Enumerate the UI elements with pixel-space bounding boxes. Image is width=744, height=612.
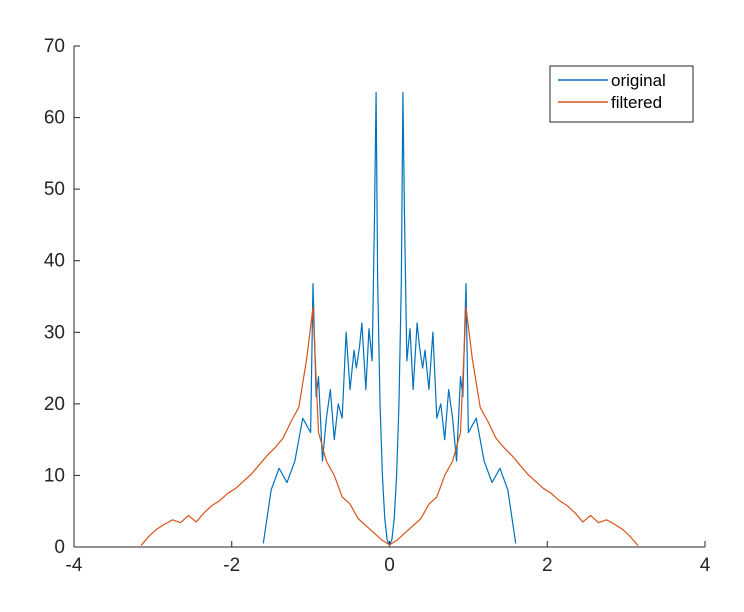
- legend-box: [549, 65, 694, 123]
- y-tick-label: 10: [44, 465, 65, 486]
- legend-label-original: original: [611, 71, 666, 90]
- y-tick-label: 20: [44, 394, 65, 415]
- x-tick-label: 4: [700, 555, 711, 576]
- x-tick-label: -4: [66, 555, 83, 576]
- x-tick-label: 2: [542, 555, 553, 576]
- y-tick-label: 60: [44, 108, 65, 129]
- legend-label-filtered: filtered: [611, 93, 662, 112]
- y-tick-label: 0: [54, 537, 65, 558]
- y-tick-label: 70: [44, 36, 65, 57]
- y-tick-label: 50: [44, 179, 65, 200]
- series-line-original: [262, 91, 517, 547]
- series-line-filtered: [140, 306, 639, 546]
- x-tick-label: 0: [384, 555, 395, 576]
- y-tick-label: 30: [44, 322, 65, 343]
- y-tick-label: 40: [44, 251, 65, 272]
- x-tick-label: -2: [223, 555, 240, 576]
